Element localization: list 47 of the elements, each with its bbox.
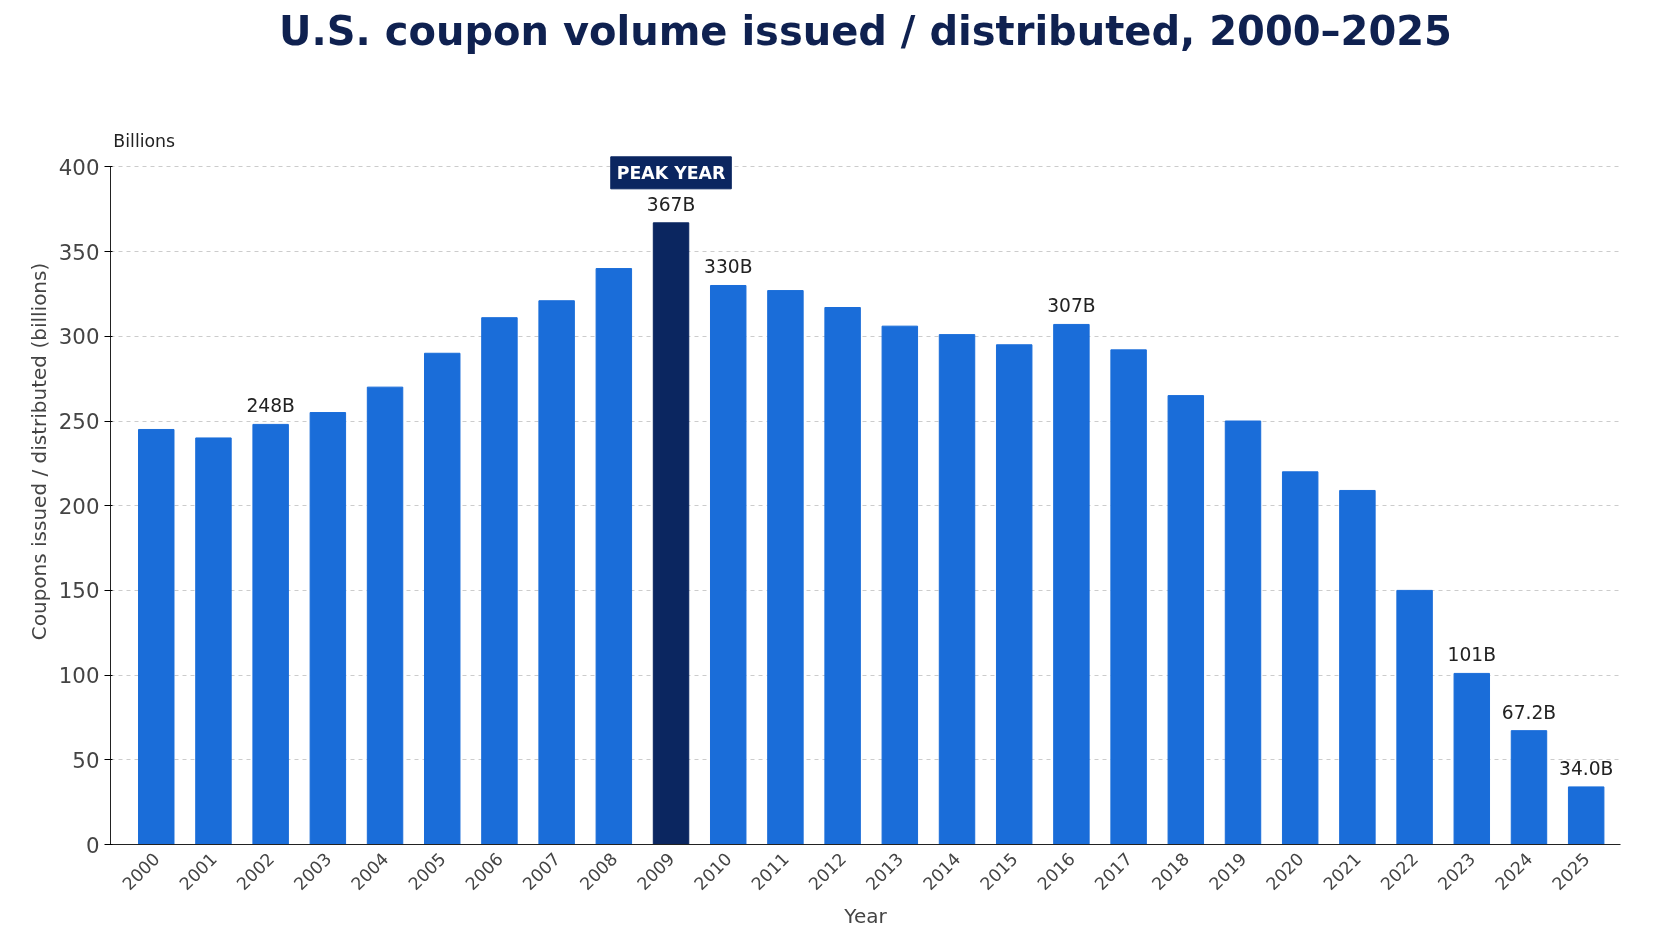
text: Billions [113, 130, 176, 151]
bar [195, 437, 232, 845]
bar [652, 222, 690, 845]
annotation: PEAK YEAR [616, 162, 726, 183]
bar [1110, 349, 1147, 845]
y-tick-label: 350 [58, 239, 100, 265]
y-tick-label: 0 [85, 832, 100, 858]
x-axis-title: Year [843, 903, 888, 928]
bar [1510, 730, 1548, 845]
bar [1281, 471, 1319, 845]
bar [1053, 323, 1090, 845]
y-tick-label: 150 [58, 578, 100, 604]
bar [995, 344, 1033, 845]
y-tick-label: 250 [58, 409, 100, 435]
bar [1167, 395, 1205, 845]
bar [1224, 420, 1262, 845]
bar [1396, 589, 1433, 845]
bar [1453, 672, 1491, 845]
data-label: 330B [704, 256, 753, 278]
bar [595, 268, 633, 845]
bar [1339, 489, 1376, 845]
data-label: 34.0B [1559, 757, 1614, 779]
y-tick-label: 400 [58, 154, 100, 180]
data-label: 307B [1047, 295, 1096, 317]
data-label: 367B [646, 193, 696, 215]
bar [538, 300, 575, 845]
y-tick-label: 200 [58, 493, 100, 519]
y-tick-label: 100 [58, 663, 100, 689]
bar [881, 325, 919, 845]
bar [309, 412, 347, 845]
data-label: 248B [246, 395, 295, 417]
bar [424, 352, 461, 845]
bar [1567, 786, 1605, 845]
y-tick-label: 50 [72, 747, 100, 773]
data-label: 101B [1447, 644, 1497, 666]
data-label: 67.2B [1501, 701, 1557, 723]
bar [938, 334, 976, 845]
bar [824, 307, 861, 845]
bar [710, 284, 747, 845]
bar [767, 290, 804, 845]
chart-title: U.S. coupon volume issued / distributed, 2000–2025 [279, 7, 1452, 54]
bar [366, 386, 404, 845]
bar [252, 423, 289, 845]
bar [481, 317, 518, 845]
y-axis-title: Coupons issued / distributed (billions) [26, 262, 51, 641]
bar [138, 428, 175, 845]
y-tick-label: 300 [58, 324, 100, 350]
